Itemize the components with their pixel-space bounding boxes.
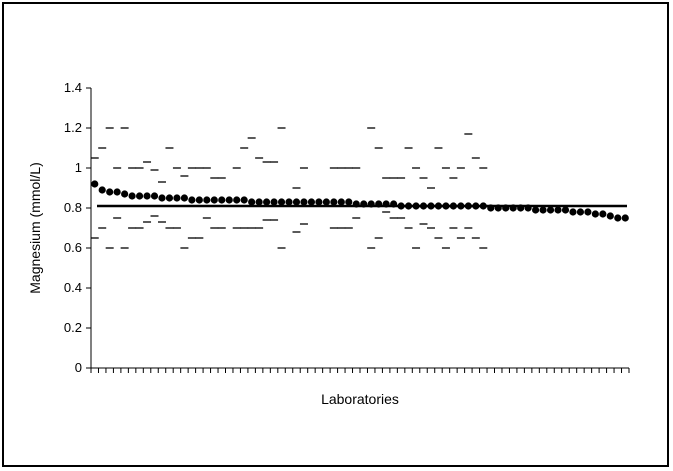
lab-mean-point — [225, 196, 233, 204]
lab-mean-point — [546, 206, 555, 214]
lab-mean-point — [292, 198, 301, 206]
lab-mean-point — [464, 202, 472, 210]
lab-mean-point — [352, 200, 360, 208]
y-tick-label: 0 — [75, 360, 82, 375]
lab-mean-point — [143, 192, 151, 200]
lab-mean-point — [524, 204, 532, 212]
lab-mean-point — [427, 202, 435, 210]
lab-mean-point — [487, 204, 495, 212]
lab-mean-point — [419, 202, 428, 210]
lab-mean-point — [442, 202, 450, 210]
lab-mean-point — [91, 180, 99, 188]
y-tick-label: 0.8 — [64, 200, 82, 215]
lab-mean-point — [397, 202, 405, 210]
lab-mean-point — [457, 202, 465, 210]
lab-mean-point — [307, 198, 316, 206]
lab-mean-point — [561, 206, 570, 214]
lab-mean-point — [98, 186, 106, 194]
lab-mean-point — [106, 188, 114, 196]
lab-mean-points — [91, 180, 629, 222]
lab-range-marks — [90, 127, 488, 249]
lab-mean-point — [404, 202, 413, 210]
y-tick-label: 1 — [75, 160, 82, 175]
lab-mean-point — [360, 200, 368, 208]
lab-mean-point — [449, 202, 458, 210]
lab-mean-point — [367, 200, 375, 208]
lab-mean-point — [173, 194, 181, 202]
lab-mean-point — [218, 196, 226, 204]
lab-mean-point — [614, 214, 622, 222]
lab-mean-point — [554, 206, 562, 214]
lab-mean-point — [165, 194, 174, 202]
chart-frame — [2, 2, 669, 467]
y-axis-title: Magnesium (mmol/L) — [27, 162, 43, 293]
lab-mean-point — [494, 204, 502, 212]
lab-mean-point — [375, 200, 383, 208]
lab-mean-point — [233, 196, 241, 204]
lab-mean-point — [277, 198, 286, 206]
lab-mean-point — [539, 206, 547, 214]
lab-mean-point — [113, 188, 121, 196]
lab-mean-point — [158, 194, 166, 202]
lab-mean-point — [315, 198, 323, 206]
lab-mean-point — [285, 198, 293, 206]
lab-mean-point — [322, 198, 330, 206]
lab-mean-point — [531, 206, 540, 214]
lab-mean-point — [300, 198, 308, 206]
lab-mean-point — [479, 202, 487, 210]
y-axis-ticks: 0 0.2 0.4 0.6 0.8 1 1.2 1.4 — [64, 80, 91, 375]
lab-mean-point — [382, 200, 390, 208]
lab-mean-point — [502, 204, 510, 212]
lab-mean-point — [270, 198, 278, 206]
lab-mean-point — [262, 198, 271, 206]
lab-mean-point — [248, 198, 256, 206]
lab-mean-point — [576, 208, 585, 216]
lab-mean-point — [121, 190, 129, 198]
lab-mean-point — [472, 202, 480, 210]
lab-mean-point — [599, 210, 607, 218]
y-tick-label: 0.4 — [64, 280, 82, 295]
lab-mean-point — [591, 210, 599, 218]
lab-mean-point — [180, 194, 189, 202]
lab-mean-point — [509, 204, 517, 212]
lab-mean-point — [569, 208, 577, 216]
lab-mean-point — [606, 212, 614, 220]
lab-mean-point — [128, 192, 136, 200]
lab-mean-point — [240, 196, 248, 204]
lab-mean-point — [330, 198, 338, 206]
y-tick-label: 1.4 — [64, 80, 82, 95]
lab-mean-point — [390, 200, 398, 208]
lab-mean-point — [345, 198, 353, 206]
y-tick-label: 0.6 — [64, 240, 82, 255]
lab-mean-point — [150, 192, 159, 200]
lab-mean-point — [135, 192, 144, 200]
lab-mean-point — [434, 202, 443, 210]
lab-mean-point — [203, 196, 211, 204]
lab-mean-point — [188, 196, 196, 204]
lab-mean-point — [337, 198, 345, 206]
lab-mean-point — [584, 208, 592, 216]
lab-mean-point — [255, 198, 263, 206]
lab-mean-point — [517, 204, 525, 212]
lab-mean-point — [412, 202, 420, 210]
y-tick-label: 0.2 — [64, 320, 82, 335]
lab-mean-point — [195, 196, 203, 204]
x-axis-title: Laboratories — [321, 391, 399, 407]
y-tick-label: 1.2 — [64, 120, 82, 135]
lab-mean-point — [210, 196, 218, 204]
x-axis-ticks — [90, 368, 630, 373]
lab-mean-point — [621, 214, 629, 222]
